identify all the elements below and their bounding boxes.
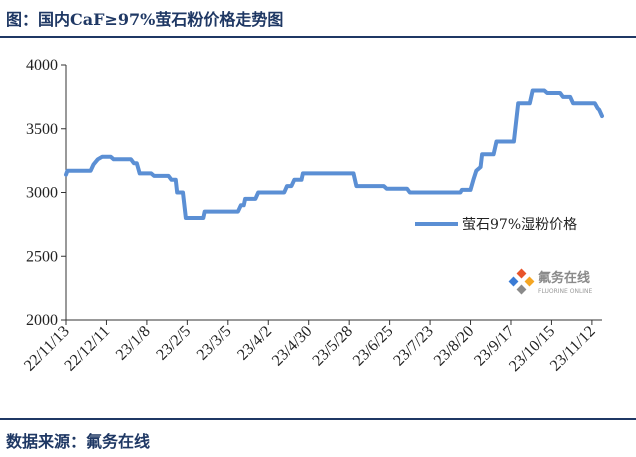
- watermark-name: 氟务在线: [538, 270, 590, 286]
- y-tick-label: 2000: [26, 312, 58, 329]
- x-tick-label: 23/1/8: [113, 323, 154, 364]
- legend: 萤石97%湿粉价格: [415, 217, 577, 233]
- x-tick-label: 23/3/5: [194, 323, 235, 364]
- x-tick-label: 23/5/28: [309, 323, 356, 370]
- y-tick-label: 2500: [26, 248, 58, 265]
- page-title: 图：国内CaF≥97%萤石粉价格走势图: [6, 10, 284, 29]
- watermark-logo: 氟务在线 FLUORINE ONLINE: [508, 268, 593, 295]
- logo-square-gray: [516, 284, 527, 295]
- footer-bar: 数据来源：氟务在线: [0, 418, 636, 457]
- logo-square-yellow: [524, 276, 535, 287]
- y-tick-label: 4000: [26, 57, 58, 74]
- y-tick-label: 3500: [26, 121, 58, 138]
- header-bar: 图：国内CaF≥97%萤石粉价格走势图: [0, 0, 636, 38]
- x-tick-label: 22/12/11: [61, 323, 113, 375]
- x-tick-label: 23/8/20: [431, 323, 478, 370]
- legend-label: 萤石97%湿粉价格: [462, 217, 577, 233]
- y-tick-label: 3000: [26, 185, 58, 202]
- x-tick-label: 23/11/12: [547, 323, 599, 375]
- data-source: 数据来源：氟务在线: [6, 432, 151, 451]
- x-tick-label: 23/4/30: [269, 323, 316, 370]
- x-tick-label: 23/7/23: [390, 323, 437, 370]
- x-tick-label: 23/6/25: [350, 323, 397, 370]
- logo-square-blue: [508, 276, 519, 287]
- x-tick-label: 23/2/5: [153, 323, 194, 364]
- series-line-0: [64, 88, 604, 220]
- watermark-subtitle: FLUORINE ONLINE: [538, 288, 593, 295]
- logo-square-orange: [516, 268, 527, 279]
